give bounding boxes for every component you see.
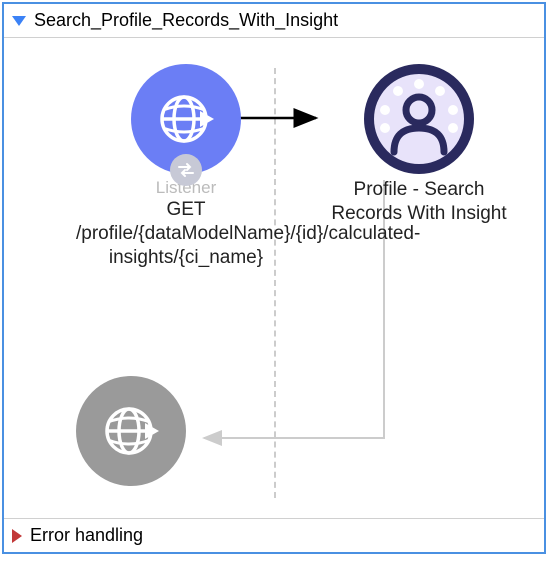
expand-triangle-icon (12, 16, 26, 26)
profile-node[interactable]: Profile - Search Records With Insight (324, 64, 514, 226)
error-target-node[interactable] (76, 376, 186, 486)
profile-circle (364, 64, 474, 174)
profile-label: Profile - Search Records With Insight (324, 178, 514, 226)
section-title-error: Error handling (30, 525, 143, 546)
error-circle (76, 376, 186, 486)
listener-node[interactable]: Listener GET /profile/{dataModelName}/{i… (76, 64, 296, 269)
section-header-main[interactable]: Search_Profile_Records_With_Insight (4, 4, 544, 38)
flow-panel: Search_Profile_Records_With_Insight (2, 2, 546, 554)
globe-arrow-icon (101, 401, 161, 461)
section-header-error[interactable]: Error handling (4, 518, 544, 552)
globe-arrow-icon (156, 89, 216, 149)
flow-canvas: Listener GET /profile/{dataModelName}/{i… (4, 38, 544, 518)
profile-person-icon (374, 74, 464, 164)
collapse-triangle-icon (12, 529, 22, 543)
section-title: Search_Profile_Records_With_Insight (34, 10, 338, 31)
exchange-badge-icon (170, 154, 202, 186)
listener-circle (131, 64, 241, 174)
listener-path: GET /profile/{dataModelName}/{id}/calcul… (76, 198, 296, 269)
